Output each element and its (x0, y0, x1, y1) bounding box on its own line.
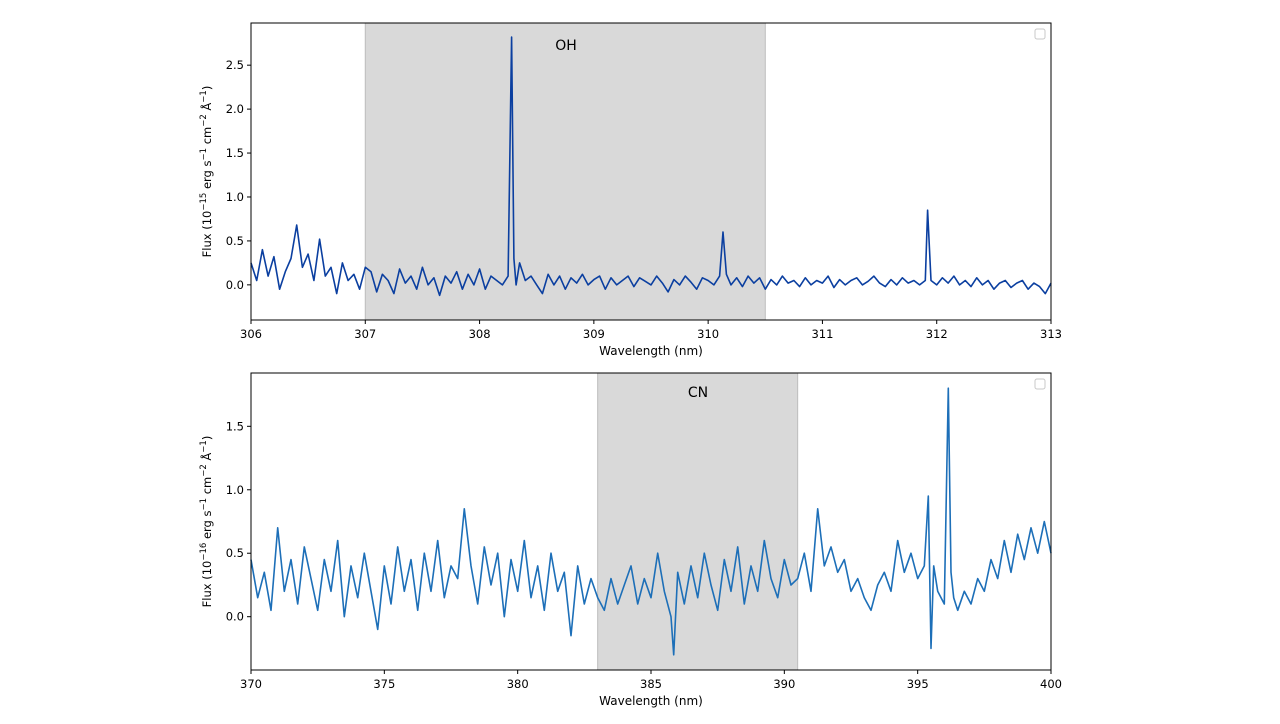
y-label-text: Å (199, 103, 214, 115)
y-label-exponent: −16 (199, 543, 209, 561)
panel-2: 370 375 380 385 390 395 400 0.0 0.5 1.0 1.5 Wavelen… (199, 372, 1062, 708)
y-axis-label-2: Flux (10−16 erg s−1 cm−2 Å−1) (199, 436, 214, 608)
x-tick-label: 313 (1040, 327, 1062, 341)
y-tick-label: 2.5 (226, 58, 244, 72)
y-label-exponent: −1 (199, 90, 209, 103)
x-tick-label: 375 (373, 677, 395, 691)
x-axis-label-2: Wavelength (nm) (599, 694, 703, 708)
y-tick-label: 1.5 (226, 146, 244, 160)
y-tick-label: 1.0 (226, 190, 244, 204)
legend-box-1 (1034, 28, 1046, 40)
y-label-exponent: −1 (199, 148, 209, 161)
y-label-text: Flux (10 (200, 211, 214, 258)
x-tick-label: 307 (354, 327, 376, 341)
x-tick-label: 395 (907, 677, 929, 691)
x-tick-label: 385 (640, 677, 662, 691)
x-tick-label: 309 (583, 327, 605, 341)
panel-1: 306 307 308 309 310 311 312 313 0.0 0.5 1.0 1.5 2.0 2… (199, 22, 1062, 358)
y-label-exponent: −1 (199, 440, 209, 453)
y-tick-label: 2.0 (226, 102, 244, 116)
x-tick-label: 380 (507, 677, 529, 691)
x-tick-label: 312 (926, 327, 948, 341)
y-tick-label: 0.0 (226, 610, 244, 624)
y-tick-label: 1.0 (226, 483, 244, 497)
x-axis-label-1: Wavelength (nm) (599, 344, 703, 358)
y-label-text: erg s (200, 510, 214, 542)
y-label-exponent: −15 (199, 193, 209, 211)
y-label-text: ) (200, 436, 214, 441)
y-label-exponent: −2 (199, 464, 209, 477)
data-line-1 (250, 36, 1052, 297)
band-label-1: OH (555, 38, 577, 54)
y-label-exponent: −1 (199, 498, 209, 511)
x-tick-label: 306 (240, 327, 262, 341)
x-tick-label: 400 (1040, 677, 1062, 691)
x-tick-label: 310 (697, 327, 719, 341)
shaded-band-1 (364, 22, 766, 321)
y-label-exponent: −2 (199, 114, 209, 127)
legend-box-2 (1034, 378, 1046, 390)
x-tick-label: 308 (469, 327, 491, 341)
x-tick-label: 311 (811, 327, 833, 341)
y-axis-label-1: Flux (10−15 erg s−1 cm−2 Å−1) (199, 86, 214, 258)
y-label-text: Å (199, 453, 214, 465)
x-tick-label: 390 (773, 677, 795, 691)
data-line-2 (250, 387, 1052, 656)
axes-frame-1 (250, 22, 1052, 321)
y-label-text: ) (200, 86, 214, 91)
y-label-text: cm (200, 127, 214, 148)
y-label-text: cm (200, 477, 214, 498)
band-label-2: CN (688, 385, 708, 401)
y-tick-label: 0.5 (226, 546, 244, 560)
y-tick-label: 0.5 (226, 234, 244, 248)
shaded-band-2 (597, 372, 799, 671)
y-label-text: Flux (10 (200, 561, 214, 608)
x-tick-label: 370 (240, 677, 262, 691)
y-tick-label: 1.5 (226, 419, 244, 433)
y-tick-label: 0.0 (226, 278, 244, 292)
y-label-text: erg s (200, 160, 214, 192)
